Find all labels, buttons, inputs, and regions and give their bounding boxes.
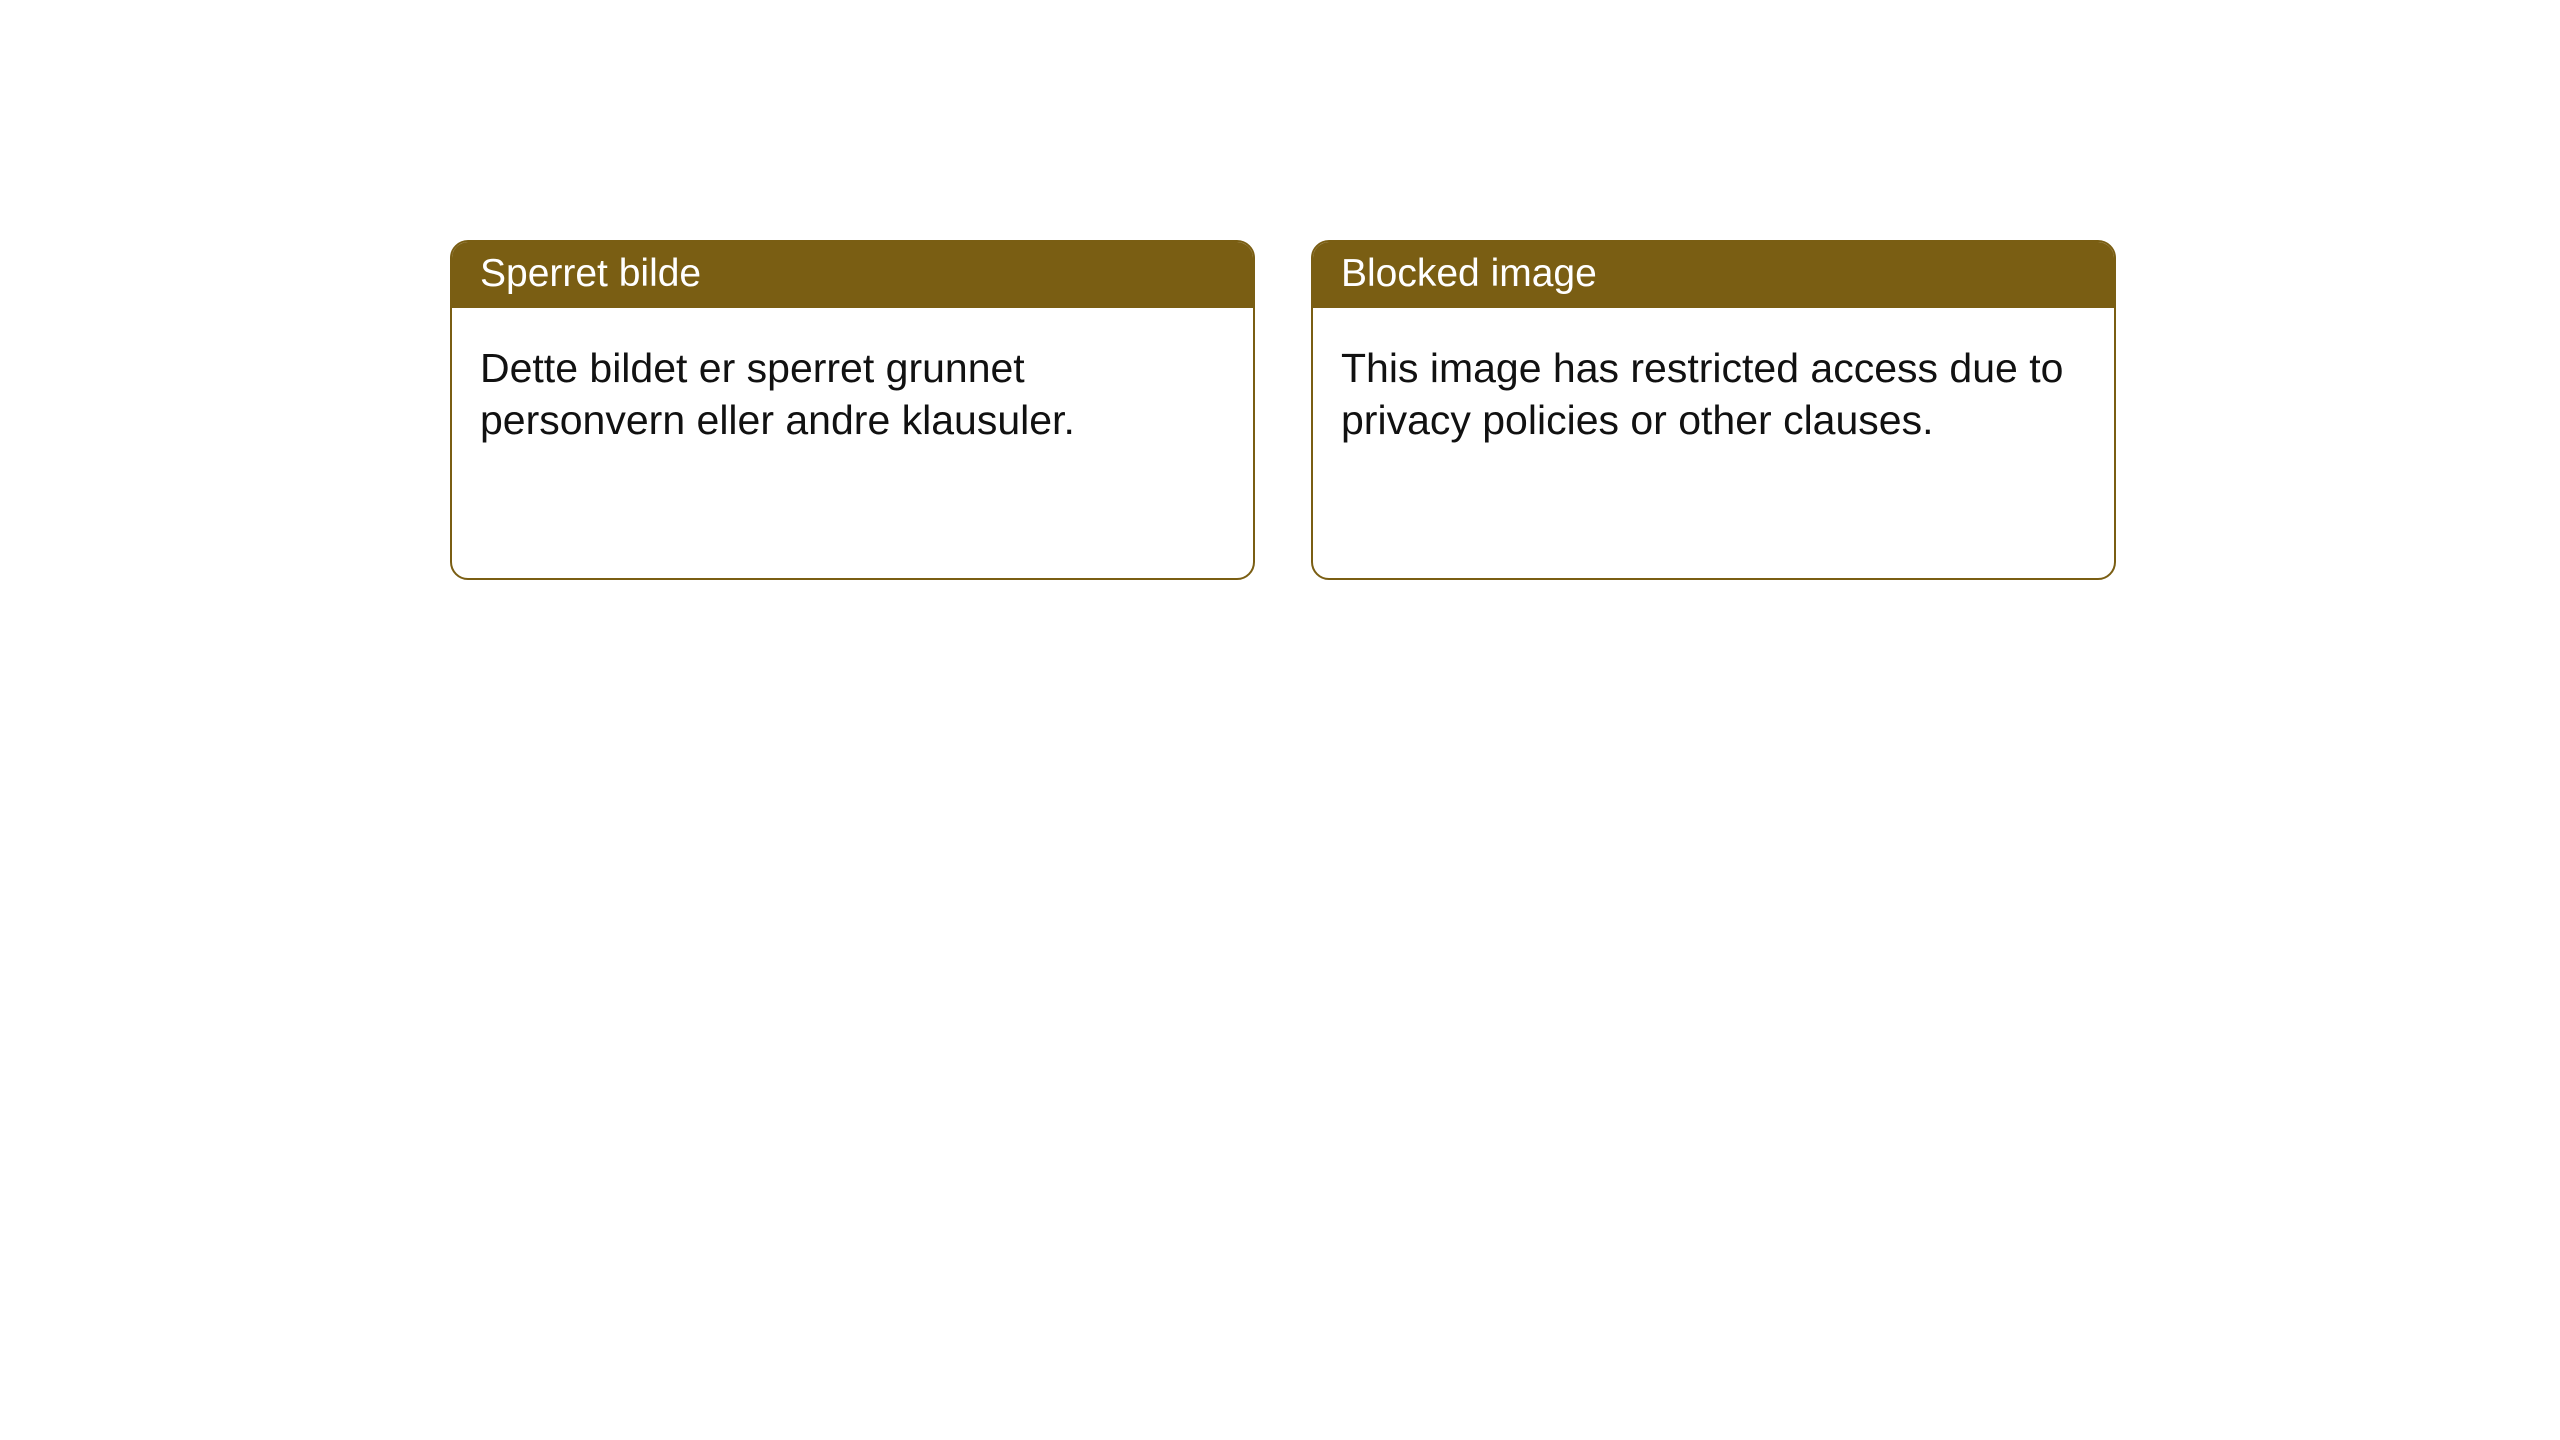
notice-body-en: This image has restricted access due to … [1313,308,2114,578]
notice-card-en: Blocked image This image has restricted … [1311,240,2116,580]
notice-header-en: Blocked image [1313,242,2114,308]
notice-header-no: Sperret bilde [452,242,1253,308]
notice-card-no: Sperret bilde Dette bildet er sperret gr… [450,240,1255,580]
notice-body-no: Dette bildet er sperret grunnet personve… [452,308,1253,578]
notice-container: Sperret bilde Dette bildet er sperret gr… [450,240,2116,580]
